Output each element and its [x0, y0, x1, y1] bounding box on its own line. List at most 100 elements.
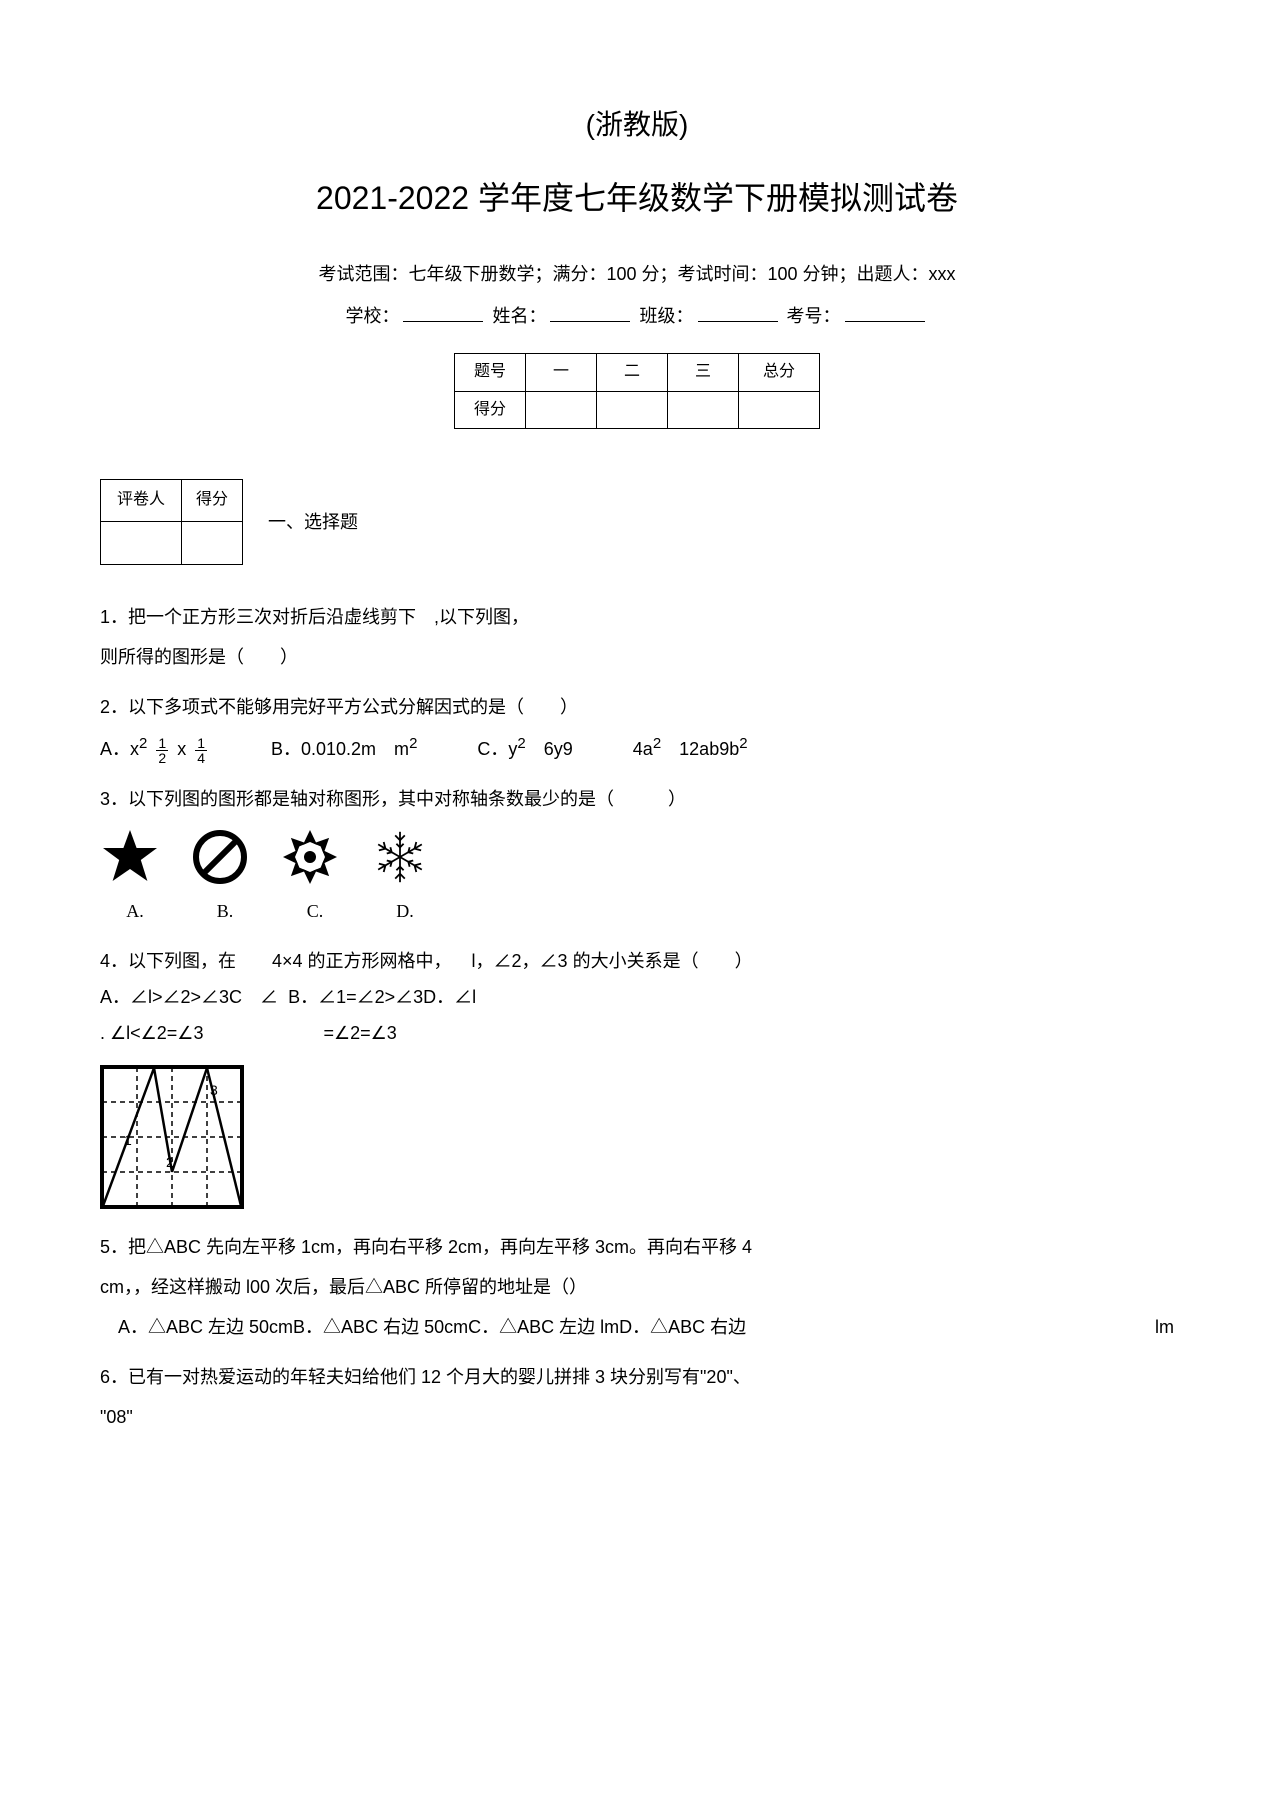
sup: 2 [653, 735, 661, 752]
header-1: 一 [526, 353, 597, 391]
q2-optD: 4a2 12ab9b2 [633, 729, 748, 767]
text: 6y9 [526, 739, 573, 759]
shape-c: C. [280, 827, 350, 929]
angle-3-label: 3 [210, 1082, 218, 1098]
q6-line1: 6．已有一对热爱运动的年轻夫妇给他们 12 个月大的婴儿拼排 3 块分别写有"2… [100, 1359, 1174, 1395]
question-4: 4．以下列图，在 4×4 的正方形网格中， l，∠2，∠3 的大小关系是（ ） … [100, 943, 1174, 1051]
fraction: 12 [156, 736, 168, 765]
snowflake-icon [370, 827, 430, 887]
table-row: 得分 [455, 391, 820, 429]
question-1: 1．把一个正方形三次对折后沿虚线剪下 ,以下列图， 则所得的图形是（ ） [100, 599, 1174, 675]
q5-optB: B．△ABC 右边 50cm [293, 1317, 468, 1337]
version-header: (浙教版) [100, 100, 1174, 150]
grader-empty [101, 522, 182, 565]
shape-b: B. [190, 827, 260, 929]
score-table: 题号 一 二 三 总分 得分 [454, 353, 820, 430]
score-label: 得分 [455, 391, 526, 429]
fraction: 14 [195, 736, 207, 765]
examno-label: 考号： [787, 306, 841, 326]
q5-opts-left: A．△ABC 左边 50cmB．△ABC 右边 50cmC．△ABC 左边 lm… [100, 1309, 1015, 1345]
text: x [177, 739, 186, 759]
exam-info: 考试范围：七年级下册数学；满分：100 分；考试时间：100 分钟；出题人：xx… [100, 258, 1174, 290]
q1-line2: 则所得的图形是（ ） [100, 639, 1174, 675]
q5-optC: C．△ABC 左边 lm [468, 1317, 619, 1337]
angle-1-label: 1 [124, 1132, 132, 1148]
q4-line1: 4．以下列图，在 4×4 的正方形网格中， l，∠2，∠3 的大小关系是（ ） [100, 943, 1174, 979]
header-total: 总分 [739, 353, 820, 391]
q2-optA: A．x2 12 x 14 [100, 729, 211, 767]
q4-optD: =∠2=∠3 [323, 1015, 396, 1051]
class-label: 班级： [640, 306, 694, 326]
sup: 2 [409, 735, 417, 752]
grid-diagram-icon: 1 2 3 [102, 1067, 242, 1207]
school-label: 学校： [345, 306, 399, 326]
q2-optB: B．0.010.2m m2 [271, 729, 417, 767]
fill-blanks-row: 学校： 姓名： 班级： 考号： [100, 300, 1174, 332]
q5-line2: cm，，经这样搬动 l00 次后，最后△ABC 所停留的地址是（） [100, 1269, 1174, 1305]
snowflake-bold-icon [280, 827, 340, 887]
den: 4 [195, 751, 207, 765]
table-row [101, 522, 243, 565]
num: 1 [195, 736, 207, 751]
header-3: 三 [668, 353, 739, 391]
text: B．0.010.2m m [271, 739, 409, 759]
text: A．x [100, 739, 139, 759]
header-2: 二 [597, 353, 668, 391]
question-5: 5．把△ABC 先向左平移 1cm，再向右平移 2cm，再向左平移 3cm。再向… [100, 1229, 1174, 1345]
school-blank [403, 321, 483, 322]
q2-optC: C．y2 6y9 [477, 729, 572, 767]
shape-label: C. [280, 893, 350, 929]
header-num: 题号 [455, 353, 526, 391]
q6-line2: "08" [100, 1399, 1174, 1435]
text: 12ab9b [661, 739, 739, 759]
grader-empty [182, 522, 243, 565]
q2-options: A．x2 12 x 14 B．0.010.2m m2 C．y2 6y9 4a2 … [100, 729, 1174, 767]
q3-shapes: A. B. [100, 827, 1174, 929]
q4-optA: A．∠l>∠2>∠3C ∠ [100, 979, 278, 1015]
star-icon [100, 827, 160, 887]
section-header-row: 评卷人 得分 一、选择题 [100, 459, 1174, 585]
q5-optA: A．△ABC 左边 50cm [100, 1317, 293, 1337]
sup: 2 [139, 735, 147, 752]
q4-left: 4．以下列图，在 4×4 的正方形网格中， [100, 943, 452, 979]
score-cell [739, 391, 820, 429]
sup: 2 [517, 735, 525, 752]
text: C．y [477, 739, 517, 759]
angle-2-label: 2 [166, 1154, 174, 1170]
sup: 2 [739, 735, 747, 752]
section-1-title: 一、选择题 [268, 506, 358, 538]
name-label: 姓名： [492, 306, 546, 326]
question-2: 2．以下多项式不能够用完好平方公式分解因式的是（ ） A．x2 12 x 14 … [100, 689, 1174, 767]
den: 2 [156, 751, 168, 765]
question-6: 6．已有一对热爱运动的年轻夫妇给他们 12 个月大的婴儿拼排 3 块分别写有"2… [100, 1359, 1174, 1435]
grid-figure: 1 2 3 [100, 1065, 244, 1209]
name-blank [550, 321, 630, 322]
no-sign-icon [190, 827, 250, 887]
q2-stem: 2．以下多项式不能够用完好平方公式分解因式的是（ ） [100, 689, 1174, 725]
q5-optD-right: lm [1155, 1309, 1174, 1345]
shape-label: A. [100, 893, 170, 929]
q4-optB: B．∠1=∠2>∠3D．∠l [288, 979, 476, 1015]
score-cell [597, 391, 668, 429]
q4-options: A．∠l>∠2>∠3C ∠ B．∠1=∠2>∠3D．∠l [100, 979, 1174, 1015]
q4-options2: . ∠l<∠2=∠3 =∠2=∠3 [100, 1015, 1174, 1051]
q4-right: l，∠2，∠3 的大小关系是（ ） [472, 943, 753, 979]
table-row: 题号 一 二 三 总分 [455, 353, 820, 391]
exam-title: 2021-2022 学年度七年级数学下册模拟测试卷 [100, 170, 1174, 228]
question-3: 3．以下列图的图形都是轴对称图形，其中对称轴条数最少的是（ ） A. B. [100, 781, 1174, 929]
table-row: 评卷人 得分 [101, 480, 243, 522]
score-cell [668, 391, 739, 429]
q5-options: A．△ABC 左边 50cmB．△ABC 右边 50cmC．△ABC 左边 lm… [100, 1309, 1174, 1345]
shape-d: D. [370, 827, 440, 929]
grader-table: 评卷人 得分 [100, 479, 243, 565]
num: 1 [156, 736, 168, 751]
grader-label: 评卷人 [101, 480, 182, 522]
q5-optD: D．△ABC 右边 [619, 1317, 746, 1337]
q3-stem: 3．以下列图的图形都是轴对称图形，其中对称轴条数最少的是（ ） [100, 781, 1174, 817]
grader-score: 得分 [182, 480, 243, 522]
q5-line1: 5．把△ABC 先向左平移 1cm，再向右平移 2cm，再向左平移 3cm。再向… [100, 1229, 1174, 1265]
shape-label: B. [190, 893, 260, 929]
shape-label: D. [370, 893, 440, 929]
q1-line1: 1．把一个正方形三次对折后沿虚线剪下 ,以下列图， [100, 599, 1174, 635]
class-blank [698, 321, 778, 322]
